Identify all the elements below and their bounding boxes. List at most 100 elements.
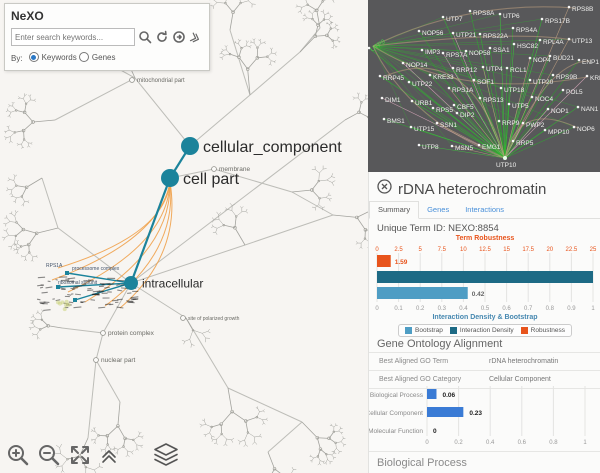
gene-label: NOC4 bbox=[535, 96, 553, 103]
reset-icon[interactable] bbox=[155, 30, 169, 44]
minor-node-label: membrane bbox=[219, 166, 250, 173]
legend-item: Interaction Density bbox=[449, 327, 514, 334]
svg-text:10: 10 bbox=[460, 247, 467, 253]
legend-swatch bbox=[520, 327, 528, 334]
search-icon[interactable] bbox=[138, 30, 152, 44]
app-title: NeXO bbox=[11, 9, 44, 23]
gene-label: UTP4 bbox=[486, 66, 503, 73]
radio-dot[interactable] bbox=[78, 52, 89, 62]
radio-label: Genes bbox=[91, 52, 116, 62]
minor-node-label: nuclear part bbox=[101, 357, 136, 364]
go-row-label: Best Aligned GO Term bbox=[379, 358, 449, 365]
layers-icon[interactable] bbox=[152, 442, 180, 468]
svg-text:0.42: 0.42 bbox=[472, 291, 485, 298]
gene-label: RCL1 bbox=[510, 67, 527, 74]
gene-label: RPS9B bbox=[556, 74, 577, 81]
gene-label: RRP9 bbox=[502, 120, 520, 127]
svg-text:1: 1 bbox=[591, 306, 595, 312]
tab-interactions[interactable]: Interactions bbox=[465, 205, 504, 214]
gene-label: UTP5 bbox=[512, 103, 529, 110]
gene-label: UTP13 bbox=[572, 38, 593, 45]
svg-text:0.6: 0.6 bbox=[502, 306, 511, 312]
svg-text:Cellular Component: Cellular Component bbox=[369, 410, 423, 417]
minor-nodes[interactable]: membrane mitochondrial part protein comple… bbox=[46, 77, 250, 364]
go-table-row: Best Aligned GO Term rDNA heterochromatin bbox=[369, 352, 600, 370]
svg-text:17.5: 17.5 bbox=[522, 247, 534, 253]
gene-label: NOP6 bbox=[577, 126, 595, 133]
gene-label: CBF5 bbox=[457, 104, 474, 111]
svg-text:0.7: 0.7 bbox=[524, 306, 533, 312]
radio-keywords[interactable]: Keywords bbox=[28, 52, 77, 62]
gene-label: UTP8 bbox=[422, 144, 439, 151]
minor-node-label: mitochondrial part bbox=[137, 78, 185, 84]
svg-text:0.5: 0.5 bbox=[481, 306, 490, 312]
svg-text:22.5: 22.5 bbox=[566, 247, 578, 253]
gene-label: RPS13 bbox=[483, 97, 504, 104]
gene-label: UTP18 bbox=[504, 87, 525, 94]
ontology-canvas[interactable]: membrane mitochondrial part protein comple… bbox=[0, 0, 368, 473]
term-title: rDNA heterochromatin bbox=[398, 180, 547, 198]
gene-edges bbox=[368, 6, 591, 159]
term-node-label: intracellular bbox=[142, 276, 203, 290]
tab-summary[interactable]: Summary bbox=[369, 201, 420, 219]
bottom-axis-label: Interaction Density & Bootstrap bbox=[432, 314, 538, 321]
dense-label-cluster bbox=[36, 271, 139, 312]
zoom-out-icon[interactable] bbox=[37, 443, 61, 467]
search-mode-group: By: Keywords Genes bbox=[11, 52, 203, 64]
zoom-in-icon[interactable] bbox=[6, 443, 30, 467]
radio-dot[interactable] bbox=[28, 52, 39, 62]
gene-label: RPS5 bbox=[436, 107, 453, 114]
tab-genes[interactable]: Genes bbox=[427, 205, 450, 214]
gene-subnetwork-panel[interactable]: UTP7 RPS8A UTP6 RPS8B RPS17B NOP56 UTP21 RPS22A… bbox=[367, 0, 600, 172]
gene-label: RRP5 bbox=[516, 140, 534, 147]
svg-text:Biological Process: Biological Process bbox=[370, 392, 424, 399]
collapse-all-icon[interactable] bbox=[99, 443, 119, 467]
svg-text:25: 25 bbox=[590, 247, 597, 253]
svg-text:1.59: 1.59 bbox=[395, 259, 408, 266]
svg-text:0.2: 0.2 bbox=[416, 306, 425, 312]
unique-term-id: Unique Term ID: NEXO:8854 bbox=[377, 223, 499, 234]
gene-label: KRE33 bbox=[433, 74, 454, 81]
gene-label: UTP6 bbox=[503, 13, 520, 20]
legend-item: Robustness bbox=[520, 327, 565, 334]
gene-label: SSN1 bbox=[440, 122, 457, 129]
radio-genes[interactable]: Genes bbox=[78, 52, 116, 62]
svg-text:0: 0 bbox=[425, 440, 429, 446]
gene-label: MPP10 bbox=[548, 129, 570, 136]
svg-text:20: 20 bbox=[546, 247, 553, 253]
close-icon[interactable] bbox=[377, 179, 392, 199]
svg-text:15: 15 bbox=[503, 247, 510, 253]
gene-label: UTP15 bbox=[414, 126, 435, 133]
gene-label: RPL4A bbox=[543, 39, 564, 46]
gene-label: DIP2 bbox=[460, 112, 475, 119]
collapse-panel-icon[interactable] bbox=[189, 30, 203, 44]
svg-text:0.4: 0.4 bbox=[459, 306, 468, 312]
gene-label: HSC82 bbox=[517, 43, 538, 50]
svg-text:0.1: 0.1 bbox=[394, 306, 403, 312]
search-input[interactable] bbox=[11, 28, 136, 46]
gene-label: IMP3 bbox=[425, 49, 441, 56]
svg-text:0.23: 0.23 bbox=[469, 410, 482, 417]
svg-text:0.2: 0.2 bbox=[454, 440, 463, 446]
svg-text:2.5: 2.5 bbox=[394, 247, 403, 253]
svg-text:0.8: 0.8 bbox=[546, 306, 555, 312]
minor-node-label: site of polarized growth bbox=[188, 316, 240, 322]
gene-label: RPS8B bbox=[572, 6, 593, 13]
gene-label: MSN5 bbox=[455, 145, 473, 152]
term-node bbox=[161, 169, 179, 187]
svg-text:12.5: 12.5 bbox=[479, 247, 491, 253]
svg-text:0.9: 0.9 bbox=[567, 306, 576, 312]
skeleton-edges bbox=[41, 27, 346, 453]
gene-label: UTP10 bbox=[496, 162, 517, 169]
gene-label: SSA1 bbox=[493, 47, 510, 54]
gene-label: NOP1 bbox=[551, 108, 569, 115]
svg-text:0.8: 0.8 bbox=[549, 440, 558, 446]
help-icon[interactable] bbox=[172, 30, 186, 44]
gene-nodes[interactable] bbox=[367, 5, 589, 160]
term-node-label: cell part bbox=[183, 171, 240, 188]
gene-label: UTP22 bbox=[412, 81, 433, 88]
fit-to-screen-icon[interactable] bbox=[68, 443, 92, 467]
gene-label: NAN1 bbox=[581, 106, 599, 113]
